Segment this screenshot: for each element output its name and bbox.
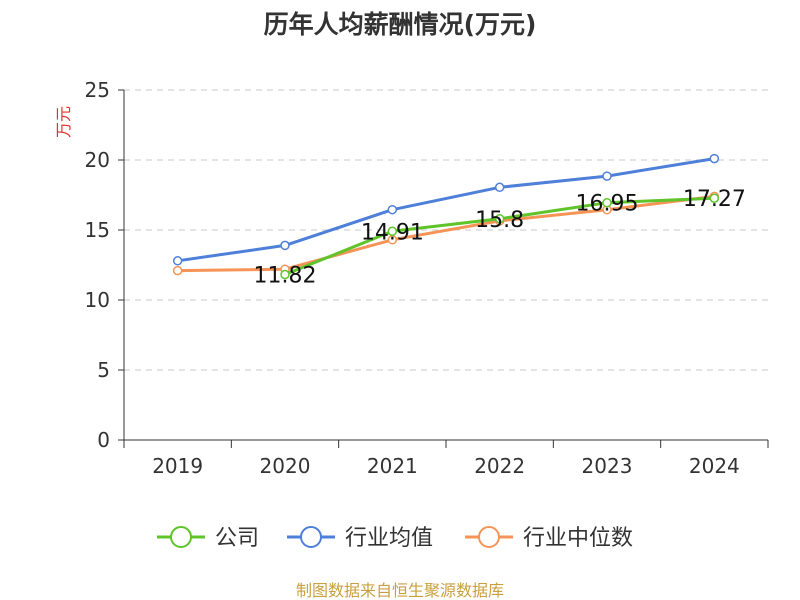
chart-title: 历年人均薪酬情况(万元) <box>264 10 537 39</box>
source-note: 制图数据来自恒生聚源数据库 <box>296 581 504 600</box>
x-tick-label: 2022 <box>474 454 525 478</box>
x-tick-label: 2019 <box>152 454 203 478</box>
data-point <box>709 193 720 203</box>
y-tick-label: 0 <box>97 428 110 452</box>
data-label: 16.95 <box>576 192 639 217</box>
data-point <box>387 226 398 237</box>
data-point <box>709 153 720 164</box>
legend-marker <box>170 526 192 548</box>
data-label: 14.91 <box>361 220 424 245</box>
y-axis-label: 万元 <box>54 106 73 138</box>
x-tick-label: 2024 <box>689 454 740 478</box>
legend-marker <box>478 526 500 548</box>
data-label: 11.82 <box>254 264 317 289</box>
data-point <box>280 240 290 251</box>
legend-marker <box>300 526 322 548</box>
data-label: 17.27 <box>683 187 746 212</box>
y-tick-label: 10 <box>85 288 110 312</box>
series-line-2 <box>177 194 715 273</box>
data-point <box>280 269 290 280</box>
y-tick-label: 20 <box>85 148 110 172</box>
x-tick-label: 2020 <box>260 454 311 478</box>
x-tick-label: 2023 <box>582 454 633 478</box>
legend-label: 公司 <box>215 526 259 551</box>
legend-label: 行业均值 <box>345 526 433 551</box>
data-point <box>602 197 612 208</box>
y-tick-label: 5 <box>97 358 110 382</box>
y-tick-label: 15 <box>85 218 110 242</box>
data-point <box>494 182 505 193</box>
data-point <box>387 204 398 215</box>
data-point <box>602 171 612 181</box>
data-point <box>494 214 505 224</box>
data-point <box>172 256 183 266</box>
y-tick-label: 25 <box>85 78 110 102</box>
series-line-1 <box>177 157 715 263</box>
x-tick-label: 2021 <box>367 454 418 478</box>
data-label: 15.8 <box>475 208 524 233</box>
legend-label: 行业中位数 <box>523 526 633 551</box>
data-point <box>172 265 183 276</box>
